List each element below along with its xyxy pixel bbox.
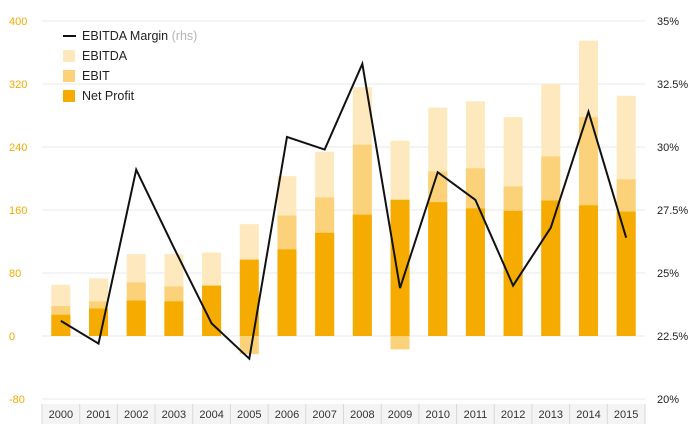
x-tick-label: 2003 — [162, 409, 186, 421]
ebit-bar — [239, 336, 259, 355]
x-tick-label: 2002 — [124, 409, 148, 421]
y-right-tick-label: 35% — [657, 16, 679, 28]
ebitda-margin-line-path — [60, 60, 628, 361]
net-profit-bar — [51, 314, 71, 336]
net-profit-bar — [315, 232, 335, 336]
ebit-bar — [390, 336, 410, 350]
x-tick-label: 2009 — [388, 409, 412, 421]
y-left-tick-label: 160 — [9, 205, 27, 217]
x-tick-label: 2004 — [199, 409, 223, 421]
net-profit-bar — [202, 285, 222, 336]
legend-swatch-ebitda — [63, 50, 75, 62]
net-profit-bar — [164, 301, 184, 336]
x-tick-label: 2012 — [501, 409, 525, 421]
x-tick-label: 2015 — [614, 409, 638, 421]
legend: EBITDA Margin (rhs) EBITDA EBIT Net Profit — [63, 29, 197, 103]
net-profit-bar — [89, 308, 109, 336]
axes: -80 0 80 160 240 320 400 20% 22.5% 25% 27.5% 30% 32.… — [9, 16, 688, 424]
y-right-tick-label: 32.5% — [657, 79, 688, 91]
net-profit-bar — [578, 205, 598, 336]
y-right-tick-label: 22.5% — [657, 331, 688, 343]
y-left-tick-label: 240 — [9, 142, 27, 154]
x-tick-label: 2000 — [49, 409, 73, 421]
net-profit-bar — [352, 214, 372, 336]
bars — [51, 40, 636, 355]
x-tick-label: 2010 — [425, 409, 449, 421]
legend-label-ebitda: EBITDA — [82, 49, 128, 63]
y-right-tick-label: 25% — [657, 268, 679, 280]
x-tick-label: 2013 — [539, 409, 563, 421]
net-profit-bar — [239, 259, 259, 336]
x-tick-label: 2007 — [312, 409, 336, 421]
y-left-tick-label: 400 — [9, 16, 27, 28]
net-profit-bar — [465, 208, 485, 336]
y-left-tick-label: 0 — [9, 331, 15, 343]
net-profit-bar — [616, 211, 636, 336]
legend-label-net-profit: Net Profit — [82, 89, 135, 103]
x-tick-label: 2014 — [576, 409, 600, 421]
ebitda-margin-line — [60, 60, 628, 361]
net-profit-bar — [390, 199, 410, 336]
x-tick-label: 2005 — [237, 409, 261, 421]
x-tick-label: 2011 — [464, 409, 488, 421]
y-left-tick-label: 320 — [9, 79, 27, 91]
y-right-tick-label: 30% — [657, 142, 679, 154]
legend-swatch-ebit — [63, 70, 75, 82]
y-left-tick-label: 80 — [9, 268, 21, 280]
net-profit-bar — [503, 210, 523, 336]
net-profit-bar — [428, 202, 448, 336]
legend-label-ebit: EBIT — [82, 69, 110, 83]
y-left-tick-label: -80 — [9, 394, 25, 406]
net-profit-bar — [126, 300, 146, 336]
legend-swatch-net-profit — [63, 90, 75, 102]
x-tick-label: 2001 — [86, 409, 110, 421]
net-profit-bar — [277, 249, 297, 336]
x-tick-label: 2006 — [275, 409, 299, 421]
y-right-tick-label: 27.5% — [657, 205, 688, 217]
y-right-tick-label: 20% — [657, 394, 679, 406]
x-tick-label: 2008 — [350, 409, 374, 421]
net-profit-bar — [541, 200, 561, 336]
legend-label-ebitda-margin: EBITDA Margin (rhs) — [82, 29, 197, 43]
